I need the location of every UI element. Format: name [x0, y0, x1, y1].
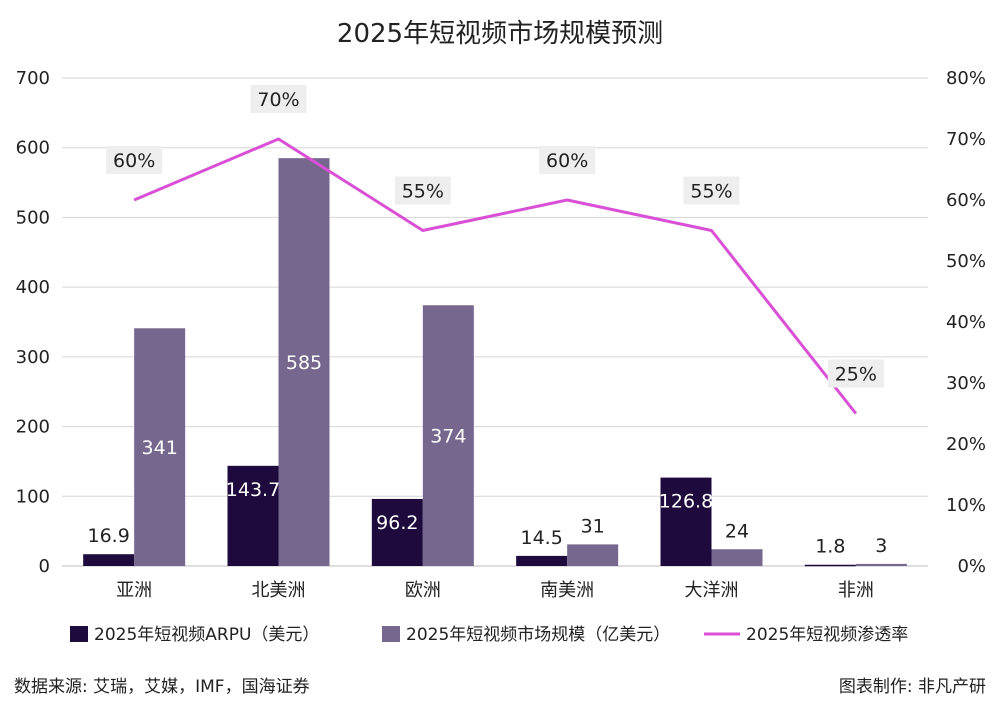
- market-size-bar: [278, 158, 330, 566]
- right-tick-label: 40%: [946, 312, 986, 333]
- right-tick-label: 30%: [946, 373, 986, 394]
- penetration-line: 60% 70% 55% 60% 55% 25%: [106, 85, 884, 415]
- category-label: 亚洲: [116, 580, 152, 601]
- arpu-bar: [804, 564, 856, 567]
- left-tick-label: 200: [16, 417, 50, 438]
- arpu-value-label: 126.8: [659, 491, 713, 513]
- left-tick-label: 100: [16, 486, 50, 507]
- market-size-value-label: 341: [142, 437, 178, 459]
- source-note: 数据来源: 艾瑞，艾媒，IMF，国海证券: [14, 677, 310, 697]
- penetration-value-label: 55%: [402, 181, 444, 203]
- category-label: 南美洲: [540, 580, 594, 601]
- legend-label-arpu: 2025年短视频ARPU（美元）: [94, 625, 319, 645]
- arpu-value-label: 14.5: [521, 527, 563, 549]
- legend-label-penetration: 2025年短视频渗透率: [746, 625, 908, 645]
- penetration-label-box: [539, 146, 596, 174]
- left-axis: 0 100 200 300 400 500 600 700: [16, 68, 50, 577]
- penetration-line-path: [133, 137, 858, 415]
- penetration-value-label: 25%: [835, 364, 877, 386]
- right-tick-label: 10%: [946, 495, 986, 516]
- penetration-label-box: [250, 85, 307, 113]
- penetration-label-box: [106, 146, 163, 174]
- right-tick-label: 70%: [946, 129, 986, 150]
- right-tick-label: 50%: [946, 251, 986, 272]
- market-size-bar: [855, 563, 907, 566]
- penetration-value-label: 70%: [257, 89, 299, 111]
- penetration-label-box: [827, 359, 884, 388]
- left-tick-label: 600: [16, 138, 50, 159]
- category-label: 大洋洲: [685, 580, 739, 601]
- arpu-value-label: 16.9: [88, 525, 130, 547]
- arpu-bar: [227, 465, 279, 566]
- arpu-bar: [660, 477, 712, 566]
- arpu-bar: [83, 554, 135, 566]
- market-size-bar: [567, 544, 619, 566]
- right-tick-label: 0%: [957, 556, 986, 577]
- market-size-value-label: 24: [725, 520, 749, 542]
- penetration-value-label: 60%: [546, 150, 588, 172]
- arpu-bar: [516, 555, 568, 566]
- left-tick-label: 300: [16, 347, 50, 368]
- arpu-value-label: 1.8: [815, 536, 845, 558]
- right-tick-label: 60%: [946, 190, 986, 211]
- market-size-value-label: 585: [286, 352, 322, 374]
- right-tick-label: 20%: [946, 434, 986, 455]
- left-tick-label: 400: [16, 277, 50, 298]
- penetration-label-box: [394, 176, 451, 205]
- market-size-value-label: 31: [581, 515, 605, 537]
- right-axis: 0% 10% 20% 30% 40% 50% 60% 70% 80%: [946, 68, 986, 577]
- market-size-value-label: 3: [875, 535, 887, 557]
- market-size-bar: [711, 549, 763, 566]
- market-size-bar: [134, 328, 186, 566]
- left-tick-label: 700: [16, 68, 50, 89]
- penetration-value-label: 60%: [113, 150, 155, 172]
- legend-swatch-arpu: [70, 626, 88, 642]
- category-labels: 亚洲 北美洲 欧洲 南美洲 大洋洲 非洲: [116, 580, 874, 601]
- gridlines: [62, 77, 928, 567]
- category-label: 非洲: [838, 580, 874, 601]
- market-size-value-label: 374: [430, 426, 466, 448]
- left-tick-label: 0: [39, 556, 50, 577]
- arpu-bar: [371, 498, 423, 566]
- right-tick-label: 80%: [946, 68, 986, 89]
- arpu-value-label: 143.7: [226, 479, 280, 501]
- category-label: 北美洲: [252, 580, 306, 601]
- legend-label-market-size: 2025年短视频市场规模（亿美元）: [406, 625, 670, 645]
- legend: 2025年短视频ARPU（美元） 2025年短视频市场规模（亿美元） 2025年短视…: [70, 625, 908, 645]
- arpu-value-label: 96.2: [376, 512, 418, 534]
- left-tick-label: 500: [16, 207, 50, 228]
- bars: 16.9 341 143.7 585 96.2 374 14.5 31 126.8 24 1.8 3: [83, 158, 907, 567]
- penetration-label-box: [683, 176, 740, 205]
- penetration-value-label: 55%: [690, 181, 732, 203]
- credit-note: 图表制作: 非凡产研: [839, 677, 986, 697]
- legend-swatch-market-size: [382, 626, 400, 642]
- chart-title: 2025年短视频市场规模预测: [337, 19, 663, 49]
- category-label: 欧洲: [405, 580, 441, 601]
- market-size-bar: [422, 305, 474, 566]
